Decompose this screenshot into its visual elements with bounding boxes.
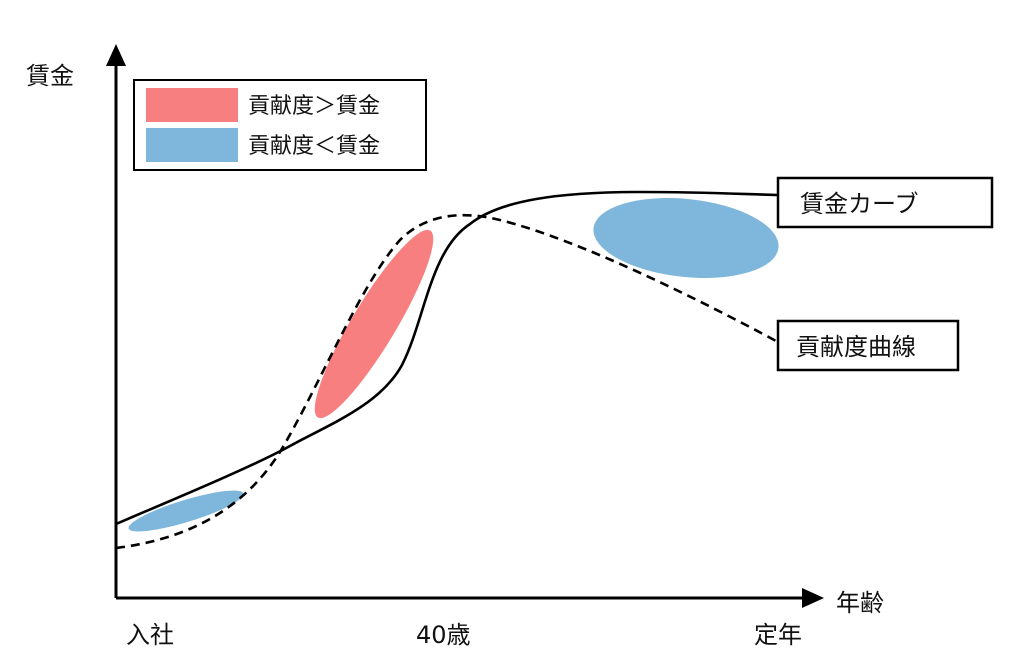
contribution-curve-line xyxy=(115,213,779,550)
x-tick-age-40: 40歳 xyxy=(416,621,471,649)
y-axis-arrow xyxy=(106,44,126,66)
callout-wage-curve-label: 賃金カーブ xyxy=(800,190,919,218)
callout-contribution-curve-box xyxy=(776,319,960,372)
x-axis-label: 年齢 xyxy=(836,589,884,617)
legend-swatch-surplus xyxy=(146,88,238,122)
wage-curve-line xyxy=(115,190,779,526)
legend-label-deficit: 貢献度＜賃金 xyxy=(248,134,380,159)
x-tick-retirement: 定年 xyxy=(754,621,802,649)
callout-wage-curve: 賃金カーブ xyxy=(776,176,994,229)
legend: 貢献度＞賃金 貢献度＜賃金 xyxy=(133,79,427,171)
legend-swatch-deficit xyxy=(146,128,238,162)
callout-contribution-curve: 貢献度曲線 xyxy=(776,319,960,372)
deficit-region-late xyxy=(593,198,779,278)
legend-label-surplus: 貢献度＞賃金 xyxy=(248,94,380,119)
surplus-region-middle xyxy=(314,229,434,419)
deficit-region-early xyxy=(128,490,244,532)
x-tick-hire: 入社 xyxy=(126,621,174,649)
y-axis-label: 賃金 xyxy=(26,62,74,90)
callout-contribution-curve-label: 貢献度曲線 xyxy=(796,333,916,361)
callout-wage-curve-box xyxy=(776,176,994,229)
x-axis-arrow xyxy=(802,588,824,608)
